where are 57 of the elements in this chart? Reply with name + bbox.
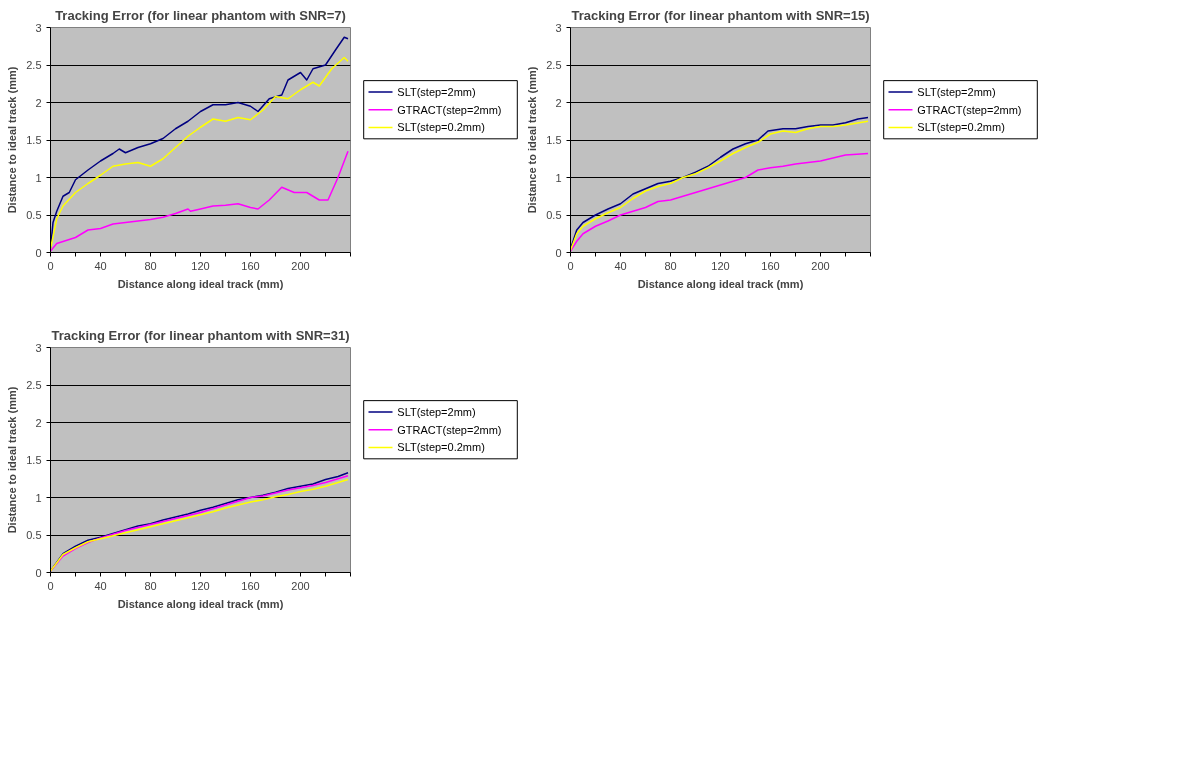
y-tick-label: 1.5 [26, 454, 42, 466]
y-tick-label: 0 [35, 566, 42, 579]
x-tick-label: 200 [811, 259, 830, 272]
chart-title: Tracking Error (for linear phantom with SNR=7) [55, 7, 346, 23]
x-tick-label: 40 [94, 579, 107, 592]
x-tick-label: 0 [47, 259, 54, 272]
x-axis-title: Distance along ideal track (mm) [117, 597, 284, 610]
y-tick-label: 2 [35, 96, 42, 109]
x-tick-label: 120 [191, 579, 210, 592]
y-tick-label: 1 [35, 171, 42, 184]
y-tick-label: 2.5 [26, 59, 42, 71]
y-tick-label: 0 [555, 246, 562, 259]
legend-label: GTRACT(step=2mm) [917, 103, 1022, 116]
x-tick-label: 80 [144, 259, 157, 272]
y-tick-label: 1 [35, 491, 42, 504]
x-tick-label: 0 [567, 259, 574, 272]
y-tick-label: 2.5 [546, 59, 562, 71]
y-axis-title: Distance to ideal track (mm) [6, 386, 19, 534]
y-tick-label: 2 [555, 96, 562, 109]
y-axis-title: Distance to ideal track (mm) [526, 66, 539, 214]
y-tick-label: 1 [555, 171, 562, 184]
x-tick-label: 160 [761, 259, 780, 272]
x-tick-label: 80 [144, 579, 157, 592]
x-tick-label: 120 [191, 259, 210, 272]
x-tick-label: 200 [291, 579, 310, 592]
y-tick-label: 0 [35, 246, 42, 259]
legend-label: SLT(step=0.2mm) [397, 441, 485, 454]
x-tick-label: 80 [664, 259, 677, 272]
x-tick-label: 40 [614, 259, 627, 272]
y-tick-label: 2.5 [26, 379, 42, 391]
x-tick-label: 0 [47, 579, 54, 592]
legend-label: GTRACT(step=2mm) [397, 423, 502, 436]
legend-label: SLT(step=2mm) [397, 406, 476, 419]
chart-title: Tracking Error (for linear phantom with SNR=15) [571, 7, 870, 23]
x-tick-label: 200 [291, 259, 310, 272]
legend-label: SLT(step=0.2mm) [917, 121, 1005, 134]
y-tick-label: 0.5 [26, 529, 42, 541]
y-tick-label: 3 [35, 341, 42, 354]
x-tick-label: 120 [711, 259, 730, 272]
y-tick-label: 3 [555, 21, 562, 34]
legend-label: SLT(step=2mm) [917, 86, 996, 99]
y-tick-label: 2 [35, 416, 42, 429]
chart-title: Tracking Error (for linear phantom with SNR=31) [51, 327, 350, 343]
legend-label: SLT(step=0.2mm) [397, 121, 485, 134]
y-tick-label: 1.5 [546, 134, 562, 146]
y-tick-label: 0.5 [546, 209, 562, 221]
x-axis-title: Distance along ideal track (mm) [117, 277, 284, 290]
y-axis-title: Distance to ideal track (mm) [6, 66, 19, 214]
y-tick-label: 1.5 [26, 134, 42, 146]
x-tick-label: 40 [94, 259, 107, 272]
y-tick-label: 0.5 [26, 209, 42, 221]
legend-label: SLT(step=2mm) [397, 86, 476, 99]
x-axis-title: Distance along ideal track (mm) [637, 277, 804, 290]
x-tick-label: 160 [241, 579, 260, 592]
x-tick-label: 160 [241, 259, 260, 272]
y-tick-label: 3 [35, 21, 42, 34]
legend-label: GTRACT(step=2mm) [397, 103, 502, 116]
